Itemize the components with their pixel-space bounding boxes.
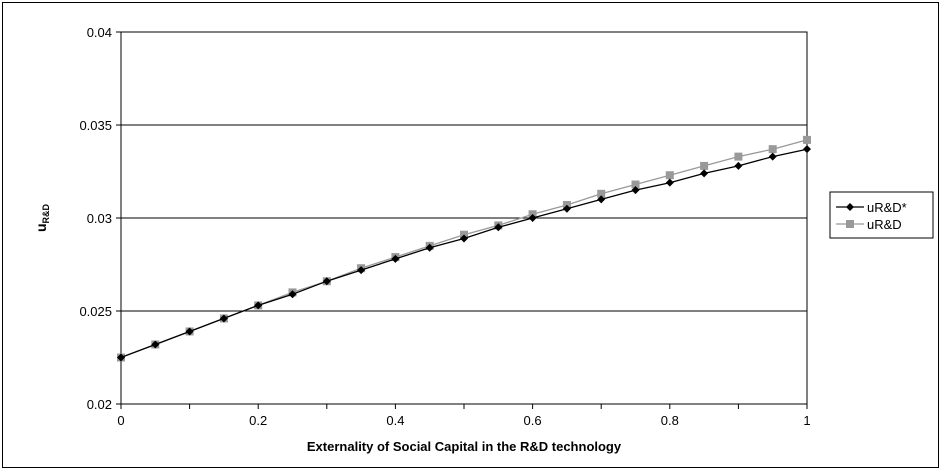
data-point: [117, 353, 125, 362]
data-point: [734, 161, 743, 170]
data-point: [254, 301, 263, 310]
data-point: [803, 135, 811, 144]
data-point: [528, 214, 537, 222]
data-point: [631, 186, 640, 195]
legend-marker: [846, 203, 854, 211]
y-tick-label: 0.03: [87, 211, 112, 226]
data-point: [597, 189, 606, 198]
x-tick-label: 0.8: [661, 413, 679, 428]
data-point: [768, 145, 777, 154]
y-axis-ticks: 0.02 0.025 0.03 0.035 0.04: [79, 25, 121, 412]
data-point: [460, 234, 468, 243]
data-point: [700, 161, 709, 170]
series-uRD: [117, 135, 811, 362]
data-point: [562, 204, 571, 213]
legend-label: uR&D: [867, 217, 902, 232]
x-tick-label: 0: [117, 413, 124, 428]
x-tick-label: 0.6: [524, 413, 542, 428]
y-tick-label: 0.04: [87, 25, 112, 40]
series-uRD-star: [117, 145, 811, 362]
data-point: [665, 178, 674, 187]
y-tick-label: 0.02: [87, 397, 112, 412]
x-axis-title: Externality of Social Capital in the R&D…: [307, 439, 622, 454]
y-axis-title-main: u: [33, 223, 49, 232]
x-tick-label: 0.4: [386, 413, 404, 428]
y-tick-label: 0.025: [79, 304, 112, 319]
y-axis-title: uR&D: [33, 203, 51, 232]
series-line: [120, 148, 808, 359]
data-point: [357, 266, 366, 275]
data-point: [665, 171, 674, 180]
legend: uR&D* uR&D: [829, 191, 934, 239]
x-tick-label: 1: [803, 413, 810, 428]
x-axis-ticks: 0 0.2 0.4 0.6 0.8 1: [117, 404, 811, 428]
legend-box: [829, 191, 934, 239]
y-tick-label: 0.035: [79, 118, 112, 133]
data-point: [151, 340, 160, 349]
data-point: [597, 195, 606, 204]
data-point: [288, 290, 297, 299]
legend-item: uR&D: [836, 217, 902, 232]
data-point: [425, 243, 434, 252]
data-point: [322, 277, 331, 286]
gridlines: [121, 124, 807, 312]
legend-label: uR&D*: [867, 200, 907, 215]
series-group: [117, 135, 811, 362]
data-point: [219, 314, 228, 323]
data-point: [734, 152, 743, 161]
y-axis-title-sub: R&D: [41, 203, 51, 223]
data-point: [803, 145, 811, 154]
legend-marker: [846, 220, 854, 228]
data-point: [631, 180, 640, 189]
x-tick-label: 0.2: [249, 413, 267, 428]
data-point: [700, 169, 709, 178]
data-point: [768, 152, 777, 161]
data-point: [391, 254, 400, 263]
legend-item: uR&D*: [836, 200, 907, 215]
data-point: [494, 223, 503, 232]
svg-text:uR&D: uR&D: [33, 203, 51, 232]
data-point: [185, 327, 194, 336]
